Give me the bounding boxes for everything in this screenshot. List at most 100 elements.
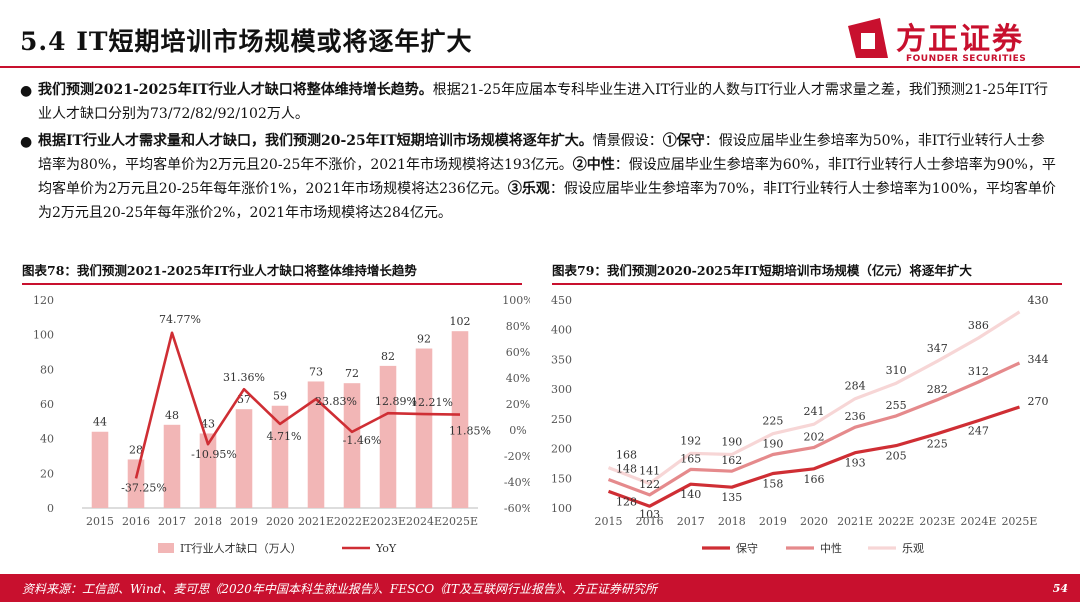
x-tick-label: 2023E	[919, 515, 955, 528]
legend-line-label: YoY	[375, 542, 397, 555]
logo-mark-icon	[848, 18, 888, 58]
scenario-3-label: ③乐观	[507, 181, 550, 197]
x-tick-label: 2022E	[334, 515, 370, 528]
data-label: 103	[639, 508, 660, 521]
x-tick-label: 2024E	[406, 515, 442, 528]
data-label: 168	[616, 449, 637, 462]
bar-value-label: 43	[201, 417, 215, 430]
y-right-tick-label: -40%	[504, 476, 530, 489]
data-label: 162	[721, 454, 742, 467]
figure-78-title: 图表78：我们预测2021-2025年IT行业人才缺口将整体维持增长趋势	[22, 263, 417, 278]
data-label: 282	[927, 383, 948, 396]
yoy-value-label: 4.71%	[267, 430, 302, 443]
bar-value-label: 102	[450, 315, 471, 328]
x-tick-label: 2018	[194, 515, 222, 528]
bar-value-label: 73	[309, 365, 323, 378]
bullet-2-intro: 情景假设：	[592, 133, 663, 149]
data-label: 247	[968, 425, 989, 438]
yoy-value-label: 74.77%	[159, 313, 201, 326]
yoy-line	[134, 331, 461, 479]
data-label: 141	[639, 465, 660, 478]
x-tick-label: 2017	[158, 515, 186, 528]
logo-english-name: FOUNDER SECURITIES	[906, 54, 1027, 64]
y-right-tick-label: -20%	[504, 450, 530, 463]
bar	[127, 459, 145, 508]
bullet-dot-icon: ●	[20, 83, 33, 99]
bar	[235, 409, 253, 508]
x-tick-label: 2025E	[1001, 515, 1037, 528]
data-label: 430	[1027, 294, 1048, 307]
y-tick-label: 400	[551, 324, 572, 337]
bullet-1: ● 我们预测2021-2025年IT行业人才缺口将整体维持增长趋势。根据21-2…	[18, 78, 1058, 126]
y-tick-label: 200	[551, 443, 572, 456]
data-label: 202	[804, 430, 825, 443]
yoy-value-label: 23.83%	[315, 395, 357, 408]
x-tick-label: 2017	[677, 515, 705, 528]
y-tick-label: 450	[551, 294, 572, 307]
source-note: 资料来源：工信部、Wind、麦可思《2020年中国本科生就业报告》、FESCO《…	[22, 582, 657, 596]
bar-value-label: 44	[93, 416, 107, 429]
bullet-2-bold: 根据IT行业人才需求量和人才缺口，我们预测20-25年IT短期培训市场规模将逐年…	[38, 133, 593, 149]
data-label: 165	[680, 452, 701, 465]
bar-value-label: 28	[129, 443, 143, 456]
y-left-tick-label: 120	[33, 294, 54, 307]
yoy-value-label: -37.25%	[121, 481, 167, 494]
x-tick-label: 2021E	[837, 515, 873, 528]
bar-value-label: 82	[381, 350, 395, 363]
series-line	[607, 310, 1021, 486]
y-right-tick-label: 0%	[509, 424, 526, 437]
y-tick-label: 250	[551, 413, 572, 426]
yoy-value-label: -1.46%	[343, 434, 382, 447]
legend-bar-label: IT行业人才缺口（万人）	[180, 541, 302, 555]
yoy-value-label: -10.95%	[191, 448, 237, 461]
y-left-tick-label: 100	[33, 329, 54, 342]
x-tick-label: 2019	[759, 515, 787, 528]
x-tick-label: 2019	[230, 515, 258, 528]
y-left-tick-label: 60	[40, 398, 54, 411]
bar	[199, 433, 217, 508]
data-label: 190	[721, 436, 742, 449]
x-tick-label: 2022E	[878, 515, 914, 528]
y-tick-label: 100	[551, 502, 572, 515]
data-label: 236	[845, 410, 866, 423]
data-label: 241	[804, 405, 825, 418]
data-label: 386	[968, 319, 989, 332]
data-label: 166	[804, 473, 825, 486]
footer-bar	[0, 574, 1080, 602]
bar	[91, 431, 109, 508]
page-number: 54	[1052, 582, 1068, 595]
x-tick-label: 2015	[595, 515, 623, 528]
data-label: 148	[616, 462, 637, 475]
bullet-dot-icon: ●	[20, 134, 33, 150]
data-label: 128	[616, 495, 637, 508]
y-right-tick-label: 20%	[506, 398, 530, 411]
bullet-list: ● 我们预测2021-2025年IT行业人才缺口将整体维持增长趋势。根据21-2…	[18, 78, 1058, 228]
bar	[163, 424, 181, 508]
y-right-tick-label: 80%	[506, 320, 530, 333]
bar	[343, 383, 361, 508]
data-label: 310	[886, 364, 907, 377]
bar-value-label: 48	[165, 409, 179, 422]
x-tick-label: 2020	[800, 515, 828, 528]
scenario-3-text: ：假设应届毕业生参培率为70%，非IT行业转行人士参培率为100%，平均客单价为…	[38, 181, 1056, 221]
market-size-chart: 100 150 200 250 300 350 400 450 2015 2016 2017 2018…	[551, 294, 1048, 555]
y-right-tick-label: -60%	[504, 502, 530, 515]
figure-78-divider	[22, 283, 522, 285]
data-label: 347	[927, 342, 948, 355]
x-tick-label: 2020	[266, 515, 294, 528]
bar	[451, 331, 469, 508]
yoy-value-label: 12.89%	[375, 395, 417, 408]
figure-79-title: 图表79：我们预测2020-2025年IT短期培训市场规模（亿元）将逐年扩大	[552, 263, 972, 278]
data-label: 140	[680, 488, 701, 501]
data-label: 270	[1027, 395, 1048, 408]
x-tick-label: 2024E	[960, 515, 996, 528]
data-label: 344	[1027, 353, 1048, 366]
bar	[415, 348, 433, 508]
company-logo: 方正证券 FOUNDER SECURITIES	[848, 14, 1038, 66]
x-tick-label: 2023E	[370, 515, 406, 528]
gap-yoy-chart: 0 20 40 60 80 100 120 -60% -40% -20% 0% 20% 40% 60% 80…	[33, 294, 530, 555]
x-tick-label: 2016	[636, 515, 664, 528]
data-label: 284	[845, 380, 866, 393]
x-tick-label: 2015	[86, 515, 114, 528]
yoy-value-label: 12.21%	[411, 396, 453, 409]
